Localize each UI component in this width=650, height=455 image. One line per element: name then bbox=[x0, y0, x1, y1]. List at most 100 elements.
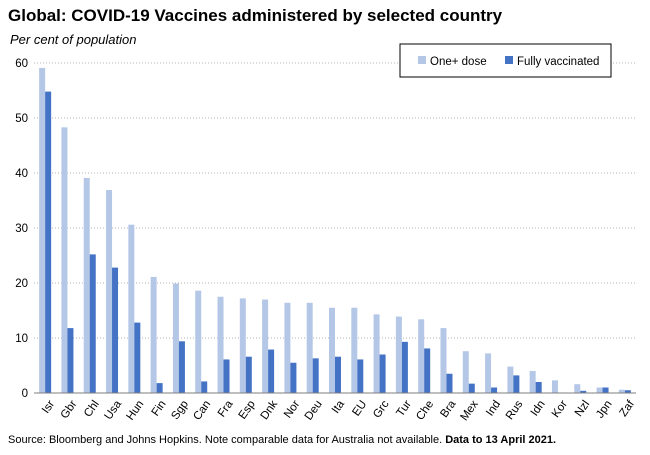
source-note: Source: Bloomberg and Johns Hopkins. Not… bbox=[8, 434, 556, 446]
x-tick-label: Isr bbox=[40, 398, 57, 415]
bar-one-dose bbox=[618, 389, 625, 393]
bar-fully-vaccinated bbox=[379, 354, 386, 393]
bars bbox=[39, 67, 631, 393]
bar-one-dose bbox=[507, 366, 514, 393]
bar-one-dose bbox=[262, 299, 269, 393]
bar-fully-vaccinated bbox=[67, 328, 74, 393]
bar-one-dose bbox=[485, 353, 492, 393]
x-tick-label: Can bbox=[191, 398, 213, 422]
bar-fully-vaccinated bbox=[401, 341, 408, 393]
legend-label-one-dose: One+ dose bbox=[430, 56, 487, 68]
bar-one-dose bbox=[128, 224, 135, 393]
x-tick-label: Deu bbox=[303, 398, 325, 422]
bar-one-dose bbox=[150, 276, 157, 393]
y-tick-label: 60 bbox=[15, 58, 28, 70]
bar-fully-vaccinated bbox=[45, 91, 52, 393]
bar-one-dose bbox=[351, 307, 358, 393]
bar-fully-vaccinated bbox=[156, 383, 163, 393]
bar-fully-vaccinated bbox=[112, 267, 119, 393]
x-tick-label: Sgp bbox=[169, 398, 191, 422]
x-tick-label: Kor bbox=[550, 398, 570, 420]
x-tick-label: Bra bbox=[438, 398, 458, 420]
bar-one-dose bbox=[551, 380, 558, 393]
legend-swatch-one-dose bbox=[418, 56, 426, 64]
bar-one-dose bbox=[418, 319, 425, 393]
x-tick-label: Chl bbox=[82, 398, 102, 419]
x-tick-label: Fin bbox=[150, 398, 169, 418]
legend: One+ dose Fully vaccinated bbox=[399, 43, 612, 78]
grid-lines bbox=[34, 62, 636, 339]
bar-fully-vaccinated bbox=[491, 387, 498, 393]
bar-fully-vaccinated bbox=[602, 387, 609, 393]
bar-one-dose bbox=[440, 328, 447, 393]
x-tick-label: Grc bbox=[371, 398, 392, 420]
x-tick-label: Tur bbox=[394, 398, 414, 419]
x-tick-label: Ind bbox=[484, 398, 503, 418]
y-tick-label: 20 bbox=[15, 278, 28, 290]
y-tick-label: 40 bbox=[15, 168, 28, 180]
x-tick-label: Idn bbox=[529, 398, 548, 418]
chart-title: Global: COVID-19 Vaccines administered b… bbox=[8, 6, 503, 25]
source-date: Data to 13 April 2021. bbox=[445, 434, 557, 446]
bar-one-dose bbox=[596, 387, 603, 393]
bar-fully-vaccinated bbox=[580, 390, 587, 393]
legend-swatch-fully-vaccinated bbox=[505, 56, 513, 64]
bar-one-dose bbox=[106, 190, 113, 393]
bar-one-dose bbox=[373, 314, 380, 393]
bar-one-dose bbox=[462, 351, 469, 393]
bar-fully-vaccinated bbox=[535, 382, 542, 393]
bar-fully-vaccinated bbox=[201, 381, 208, 393]
y-tick-label: 30 bbox=[15, 223, 28, 235]
bar-one-dose bbox=[61, 127, 68, 393]
bar-one-dose bbox=[217, 296, 224, 393]
x-tick-label: Esp bbox=[237, 398, 258, 421]
bar-one-dose bbox=[284, 302, 291, 393]
bar-fully-vaccinated bbox=[468, 383, 475, 393]
bar-one-dose bbox=[195, 290, 202, 393]
bar-fully-vaccinated bbox=[268, 349, 275, 393]
x-tick-label: Dnk bbox=[259, 398, 281, 422]
bar-fully-vaccinated bbox=[245, 356, 252, 393]
bar-fully-vaccinated bbox=[446, 373, 453, 393]
x-tick-label: Usa bbox=[103, 398, 125, 422]
bar-fully-vaccinated bbox=[134, 322, 141, 393]
bar-fully-vaccinated bbox=[335, 356, 341, 393]
bar-fully-vaccinated bbox=[513, 375, 520, 393]
bar-one-dose bbox=[329, 307, 335, 393]
bar-one-dose bbox=[529, 371, 536, 393]
bar-fully-vaccinated bbox=[624, 390, 631, 393]
x-tick-label: Mex bbox=[459, 398, 481, 423]
x-tick-label: Zaf bbox=[618, 398, 638, 419]
x-tick-label: Ita bbox=[330, 398, 348, 416]
x-tick-label: Hun bbox=[124, 398, 146, 422]
bar-fully-vaccinated bbox=[312, 358, 319, 393]
y-tick-label: 50 bbox=[15, 113, 28, 125]
bar-one-dose bbox=[306, 302, 313, 393]
bar-one-dose bbox=[172, 283, 179, 393]
bar-one-dose bbox=[39, 67, 46, 393]
x-tick-label: Nor bbox=[282, 398, 303, 420]
x-tick-label: Jpn bbox=[594, 398, 614, 420]
y-tick-label: 10 bbox=[15, 333, 28, 345]
x-tick-label: Che bbox=[414, 398, 436, 422]
bar-one-dose bbox=[83, 177, 90, 393]
x-axis-ticks: Isr Gbr Chl Usa Hun Fin Sgp Can Fra Esp Dnk Nor Deu I… bbox=[40, 398, 637, 423]
bar-fully-vaccinated bbox=[89, 254, 96, 393]
chart-subtitle: Per cent of population bbox=[10, 32, 137, 47]
x-tick-label: Rus bbox=[504, 398, 526, 422]
bar-fully-vaccinated bbox=[357, 359, 364, 393]
x-tick-label: EU bbox=[350, 398, 369, 418]
x-tick-label: Fra bbox=[216, 398, 236, 420]
bar-fully-vaccinated bbox=[290, 362, 297, 393]
legend-label-fully-vaccinated: Fully vaccinated bbox=[517, 56, 599, 68]
bar-fully-vaccinated bbox=[178, 341, 185, 393]
y-axis-ticks: 0 10 20 30 40 50 60 bbox=[15, 58, 28, 400]
source-text: Source: Bloomberg and Johns Hopkins. Not… bbox=[8, 434, 443, 446]
bar-one-dose bbox=[239, 298, 246, 393]
x-tick-label: Gbr bbox=[59, 398, 80, 421]
bar-fully-vaccinated bbox=[424, 348, 431, 393]
y-tick-label: 0 bbox=[22, 388, 28, 400]
bar-fully-vaccinated bbox=[223, 359, 230, 393]
bar-one-dose bbox=[574, 384, 581, 393]
